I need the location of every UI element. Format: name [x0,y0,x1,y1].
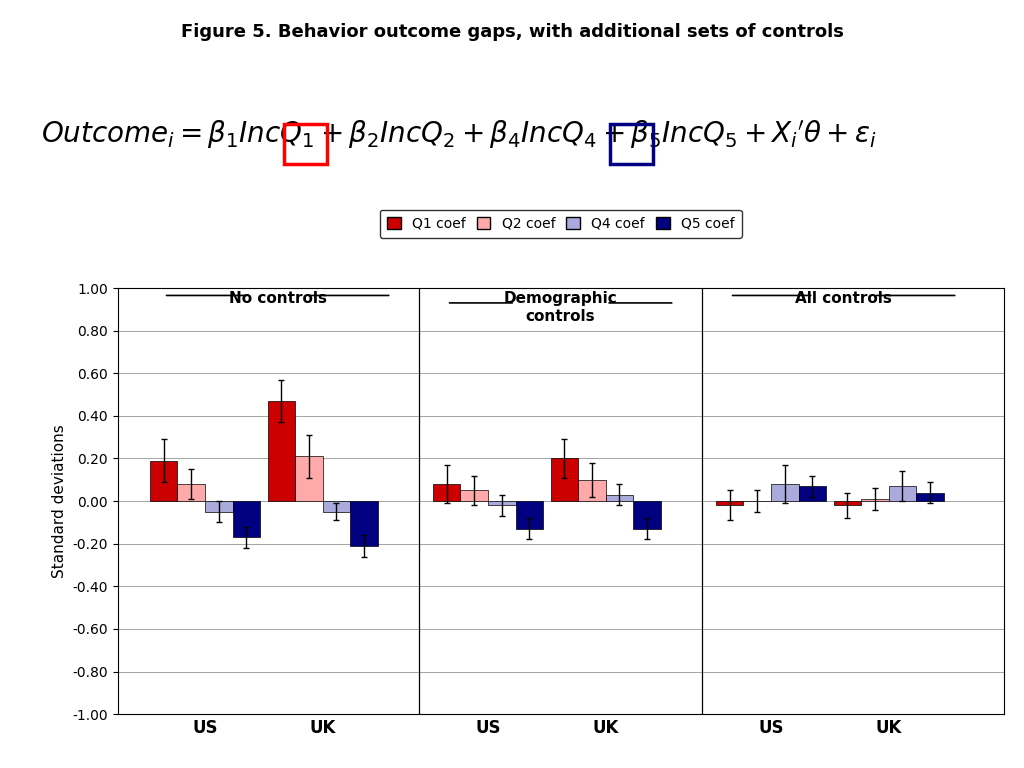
Bar [433,484,461,502]
Bar [150,461,177,502]
Text: $\mathit{Outcome}_i = \beta_1\mathit{IncQ}_1 + \beta_2\mathit{IncQ}_2 + \beta_4\: $\mathit{Outcome}_i = \beta_1\mathit{Inc… [41,119,877,151]
Bar [488,502,516,505]
Bar [295,456,323,502]
Bar [605,495,633,502]
Bar [633,502,660,529]
Bar [461,491,488,502]
Text: All controls: All controls [796,291,892,306]
Bar [799,486,826,502]
Bar [205,502,232,511]
Bar [516,502,543,529]
Text: Demographic
controls: Demographic controls [504,291,617,323]
Bar [232,502,260,538]
Bar [323,502,350,511]
Bar [771,484,799,502]
Text: Figure 5. Behavior outcome gaps, with additional sets of controls: Figure 5. Behavior outcome gaps, with ad… [180,23,844,41]
Bar [861,499,889,502]
Legend: Q1 coef, Q2 coef, Q4 coef, Q5 coef: Q1 coef, Q2 coef, Q4 coef, Q5 coef [380,210,741,237]
Y-axis label: Standard deviations: Standard deviations [52,424,67,578]
Bar [350,502,378,546]
Bar [716,502,743,505]
Bar [834,502,861,505]
Bar [889,486,916,502]
Bar [551,458,579,502]
Text: No controls: No controls [228,291,327,306]
Bar [916,492,944,502]
Bar [267,401,295,502]
Bar [177,484,205,502]
Bar [579,480,605,502]
